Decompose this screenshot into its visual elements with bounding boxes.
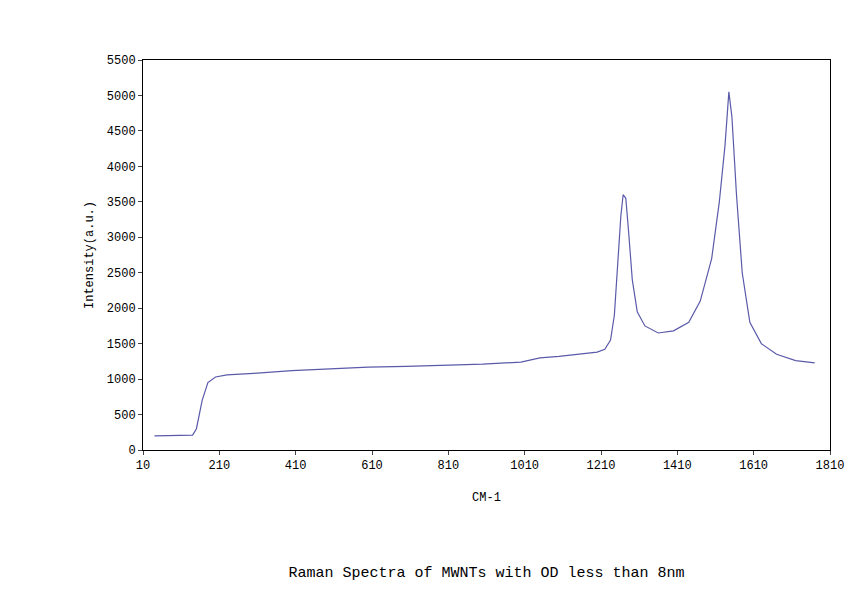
svg-text:2000: 2000 (107, 302, 136, 316)
svg-text:3000: 3000 (107, 231, 136, 245)
svg-text:1010: 1010 (510, 459, 539, 473)
svg-text:10: 10 (136, 459, 150, 473)
svg-text:4500: 4500 (107, 125, 136, 139)
svg-text:Intensity(a.u.): Intensity(a.u.) (83, 201, 97, 309)
svg-text:1610: 1610 (739, 459, 768, 473)
svg-text:1410: 1410 (663, 459, 692, 473)
svg-text:5000: 5000 (107, 90, 136, 104)
svg-text:410: 410 (285, 459, 307, 473)
svg-text:5500: 5500 (107, 54, 136, 68)
svg-text:Raman Spectra of MWNTs with OD: Raman Spectra of MWNTs with OD less than… (288, 565, 684, 582)
svg-text:4000: 4000 (107, 161, 136, 175)
svg-text:0: 0 (128, 444, 135, 458)
svg-text:2500: 2500 (107, 267, 136, 281)
svg-text:1000: 1000 (107, 373, 136, 387)
svg-text:1210: 1210 (587, 459, 616, 473)
svg-text:610: 610 (361, 459, 383, 473)
svg-text:CM-1: CM-1 (472, 491, 501, 505)
svg-text:1500: 1500 (107, 338, 136, 352)
svg-text:500: 500 (114, 409, 136, 423)
svg-text:3500: 3500 (107, 196, 136, 210)
svg-text:810: 810 (438, 459, 460, 473)
svg-text:210: 210 (209, 459, 231, 473)
svg-text:1810: 1810 (816, 459, 845, 473)
